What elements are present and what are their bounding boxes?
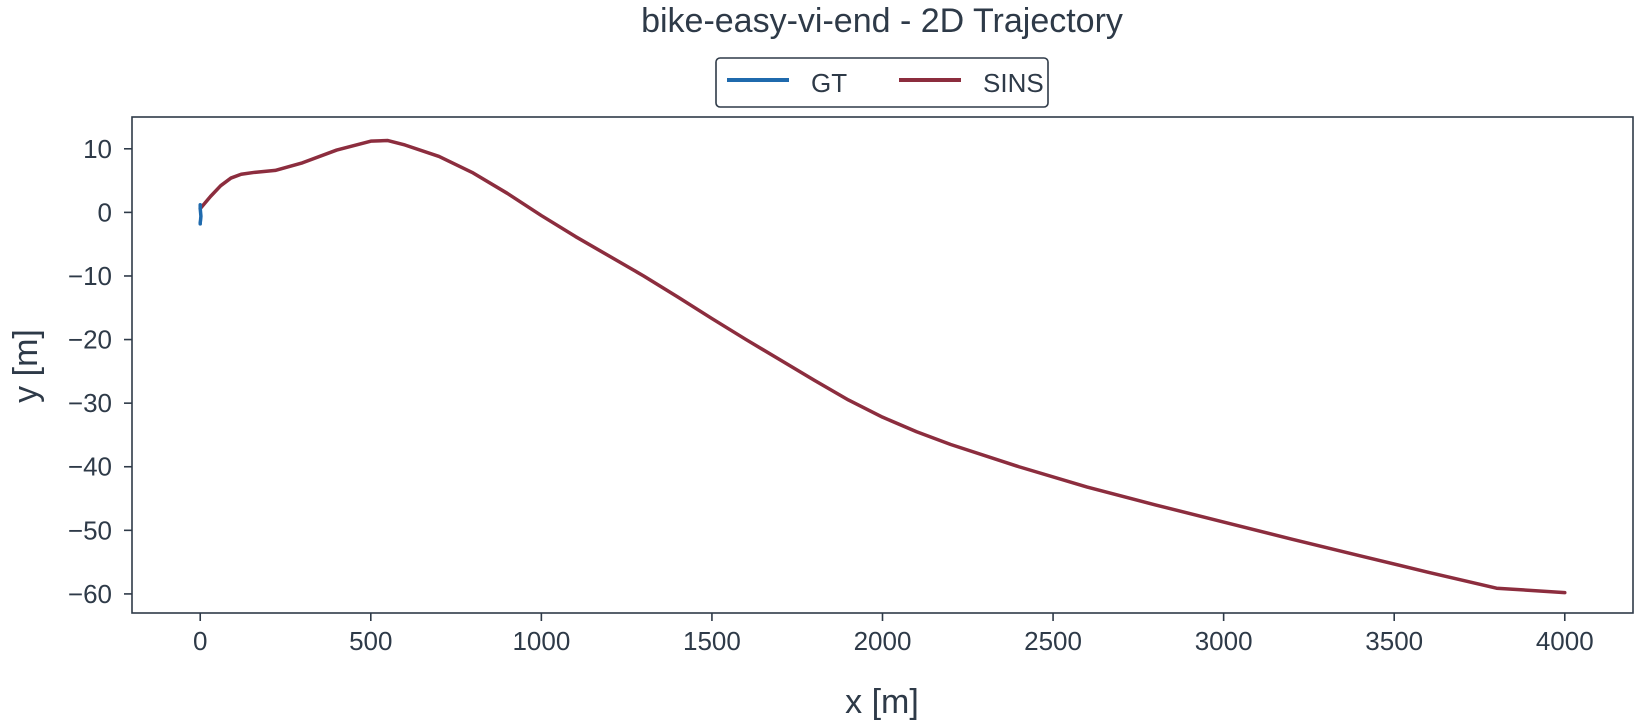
x-tick-label: 2500 [1024,626,1082,656]
x-tick-label: 2000 [854,626,912,656]
y-tick-label: −20 [68,325,112,355]
series-line-sins [198,138,1567,595]
x-tick-label: 4000 [1536,626,1594,656]
x-tick-label: 500 [349,626,392,656]
y-tick-label: 10 [83,134,112,164]
series-line-gt [198,203,203,226]
y-axis-label: y [m] [7,329,45,403]
legend: GT SINS [715,57,1049,108]
y-tick-label: −50 [68,515,112,545]
y-axis: 10 0 −10 −20 −30 −40 −50 −60 [68,134,132,609]
y-tick-label: −30 [68,388,112,418]
legend-box [715,57,1049,108]
legend-label-gt: GT [811,68,847,98]
x-tick-label: 0 [193,626,207,656]
x-tick-label: 3000 [1195,626,1253,656]
y-tick-label: −60 [68,579,112,609]
y-tick-label: 0 [98,197,112,227]
series-layer [198,138,1567,595]
y-tick-label: −10 [68,261,112,291]
plot-area [131,116,1634,614]
y-tick-label: −40 [68,452,112,482]
legend-label-sins: SINS [983,68,1044,98]
chart-title: bike-easy-vi-end - 2D Trajectory [641,2,1123,40]
x-axis-label: x [m] [845,683,919,721]
x-axis: 0 500 1000 1500 2000 2500 3000 3500 4000 [193,613,1594,656]
x-tick-label: 1500 [683,626,741,656]
x-tick-label: 3500 [1365,626,1423,656]
x-tick-label: 1000 [512,626,570,656]
